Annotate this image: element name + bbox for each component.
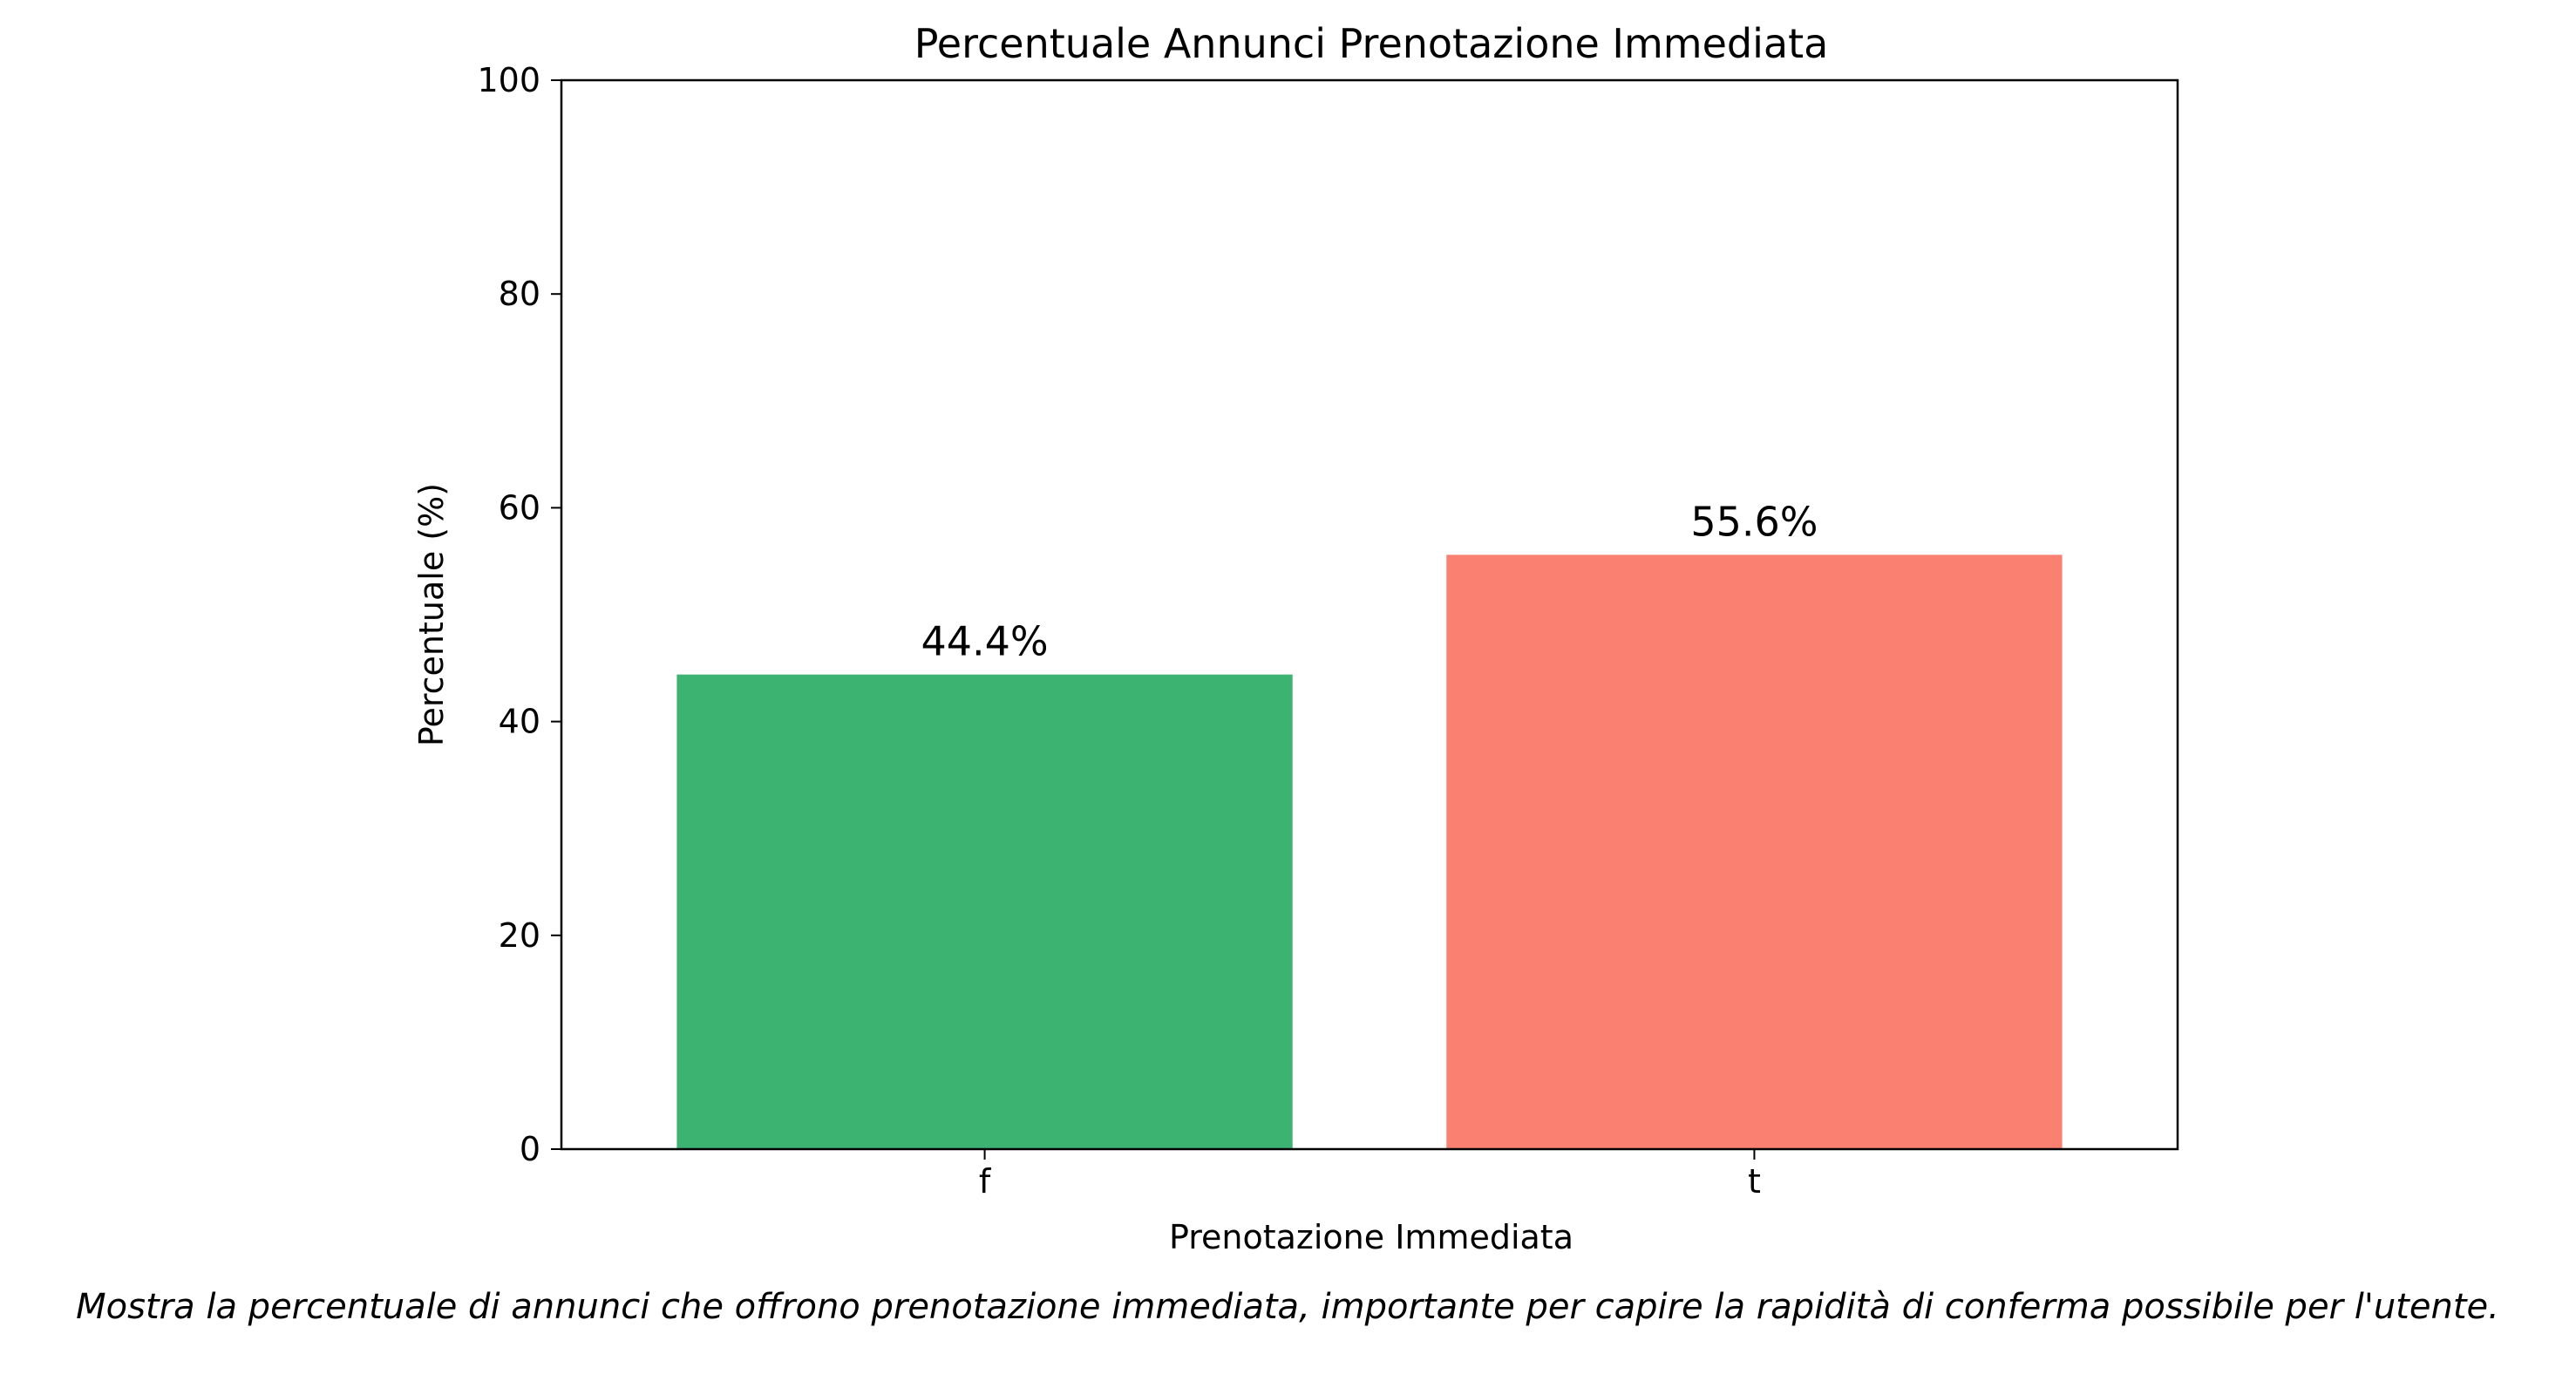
y-tick-label: 40 [499, 703, 540, 741]
y-tick-label: 20 [499, 916, 540, 955]
bar-t [1446, 555, 2063, 1149]
x-axis-label: Prenotazione Immediata [1169, 1218, 1573, 1256]
x-tick-label: f [979, 1162, 992, 1201]
plot-area: 44.4% f 55.6% t 0 20 40 60 80 100 [477, 61, 2179, 1201]
chart-caption: Mostra la percentuale di annunci che off… [76, 1287, 2499, 1327]
bar-value-label: 55.6% [1690, 498, 1818, 545]
y-tick-label: 0 [520, 1130, 540, 1168]
plot-frame [560, 78, 2179, 1151]
chart-title: Percentuale Annunci Prenotazione Immedia… [914, 20, 1829, 67]
bar-value-label: 44.4% [921, 618, 1049, 665]
x-tick-label: t [1748, 1162, 1761, 1201]
y-tick-label: 100 [477, 61, 540, 99]
y-axis-label: Percentuale (%) [412, 483, 451, 746]
y-tick-label: 60 [499, 488, 540, 527]
bar-f [676, 674, 1293, 1149]
y-tick-label: 80 [499, 275, 540, 313]
